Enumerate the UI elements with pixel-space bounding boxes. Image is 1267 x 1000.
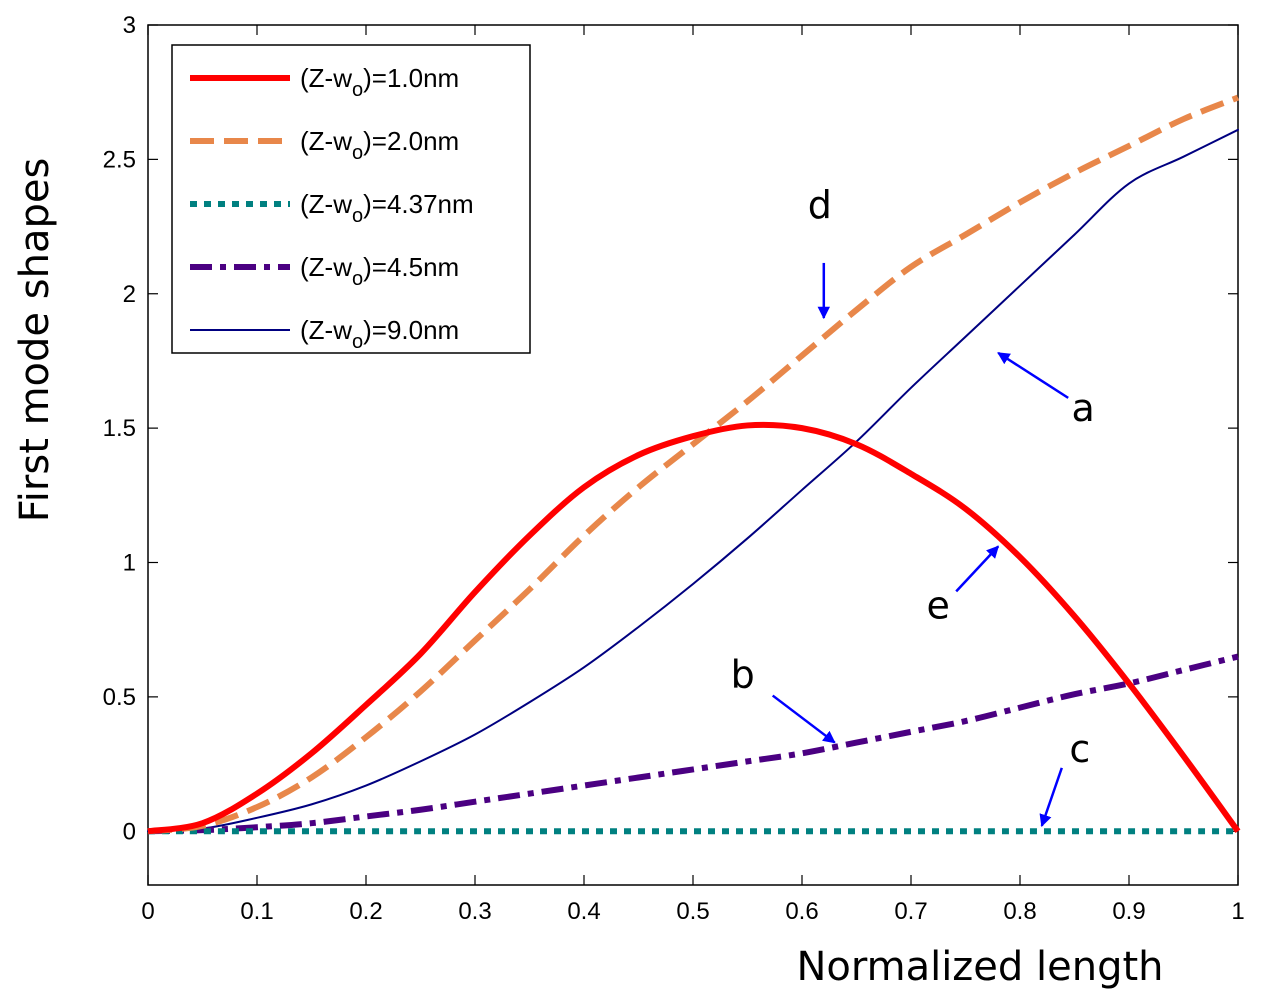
y-tick-label: 0.5 bbox=[103, 684, 136, 711]
series-layer bbox=[147, 94, 1241, 835]
x-tick-label: 0.6 bbox=[785, 898, 818, 925]
annotation-arrow-e bbox=[955, 545, 1000, 593]
annotation-label-c: c bbox=[1069, 727, 1090, 771]
x-tick-label: 1 bbox=[1231, 898, 1244, 925]
x-tick-label: 0.8 bbox=[1003, 898, 1036, 925]
legend: (Z-wo)=1.0nm(Z-wo)=2.0nm(Z-wo)=4.37nm(Z-… bbox=[171, 44, 531, 354]
y-tick-label: 2.5 bbox=[103, 146, 136, 173]
legend-entry-0: (Z-wo)=1.0nm bbox=[300, 63, 459, 101]
legend-label-main: (Z-w bbox=[300, 252, 352, 282]
annotations-layer: a b c d e bbox=[731, 183, 1095, 828]
legend-label-tail: )=4.5nm bbox=[363, 252, 459, 282]
x-tick-label: 0.2 bbox=[349, 898, 382, 925]
legend-label-sub: o bbox=[352, 331, 363, 353]
axis-ticks: 0 0.1 0.2 0.3 0.4 0.5 0.6 0.7 0.8 0.9 1 0 0.5 1 1.5 2 2.… bbox=[103, 12, 1245, 925]
annotation-label-d: d bbox=[808, 183, 832, 227]
y-tick-label: 1.5 bbox=[103, 415, 136, 442]
legend-label-tail: )=2.0nm bbox=[363, 126, 459, 156]
x-tick-label: 0.5 bbox=[676, 898, 709, 925]
x-tick-label: 0.7 bbox=[894, 898, 927, 925]
legend-label-tail: )=1.0nm bbox=[363, 63, 459, 93]
annotation-label-e: e bbox=[927, 583, 950, 627]
legend-entry-1: (Z-wo)=2.0nm bbox=[300, 126, 459, 164]
legend-entry-4: (Z-wo)=9.0nm bbox=[300, 315, 459, 353]
legend-label-main: (Z-w bbox=[300, 315, 352, 345]
legend-entry-2: (Z-wo)=4.37nm bbox=[300, 189, 474, 227]
legend-label-tail: )=4.37nm bbox=[363, 189, 474, 219]
x-tick-label: 0.4 bbox=[567, 898, 600, 925]
series-line-3 bbox=[147, 653, 1239, 835]
y-tick-label: 3 bbox=[123, 12, 136, 39]
annotation-label-b: b bbox=[731, 653, 755, 697]
annotation-arrow-a bbox=[997, 351, 1069, 399]
annotation-arrow-c bbox=[1039, 767, 1063, 828]
legend-label-main: (Z-w bbox=[300, 189, 352, 219]
legend-label-main: (Z-w bbox=[300, 63, 352, 93]
legend-entry-3: (Z-wo)=4.5nm bbox=[300, 252, 459, 290]
legend-label-main: (Z-w bbox=[300, 126, 352, 156]
legend-label-sub: o bbox=[352, 79, 363, 101]
x-tick-label: 0.1 bbox=[240, 898, 273, 925]
x-tick-label: 0.3 bbox=[458, 898, 491, 925]
annotation-arrow-b bbox=[771, 694, 836, 744]
x-tick-label: 0.9 bbox=[1112, 898, 1145, 925]
y-tick-label: 1 bbox=[123, 550, 136, 577]
y-tick-label: 0 bbox=[123, 818, 136, 845]
x-axis-label: Normalized length bbox=[796, 944, 1163, 990]
legend-box bbox=[171, 44, 531, 354]
legend-label-tail: )=9.0nm bbox=[363, 315, 459, 345]
legend-label-sub: o bbox=[352, 142, 363, 164]
series-line-0 bbox=[147, 421, 1241, 835]
y-axis-label: First mode shapes bbox=[12, 158, 58, 523]
legend-label-sub: o bbox=[352, 205, 363, 227]
legend-label-sub: o bbox=[352, 268, 363, 290]
annotation-label-a: a bbox=[1072, 386, 1095, 430]
y-tick-label: 2 bbox=[123, 281, 136, 308]
series-line-4 bbox=[147, 128, 1239, 833]
series-line-1 bbox=[147, 94, 1240, 835]
x-tick-label: 0 bbox=[141, 898, 154, 925]
